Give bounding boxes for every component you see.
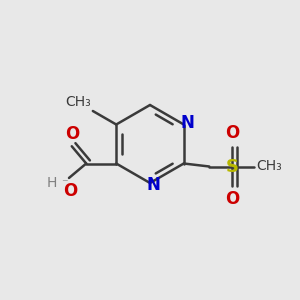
Text: S: S [225, 158, 238, 175]
Text: N: N [147, 176, 160, 194]
Text: O: O [225, 190, 239, 208]
Text: ⁻: ⁻ [61, 177, 68, 190]
Text: O: O [64, 125, 79, 143]
Text: CH₃: CH₃ [66, 95, 91, 110]
Text: N: N [180, 114, 194, 132]
Text: H: H [46, 176, 57, 190]
Text: O: O [225, 124, 239, 142]
Text: O: O [63, 182, 78, 200]
Text: CH₃: CH₃ [256, 160, 281, 173]
